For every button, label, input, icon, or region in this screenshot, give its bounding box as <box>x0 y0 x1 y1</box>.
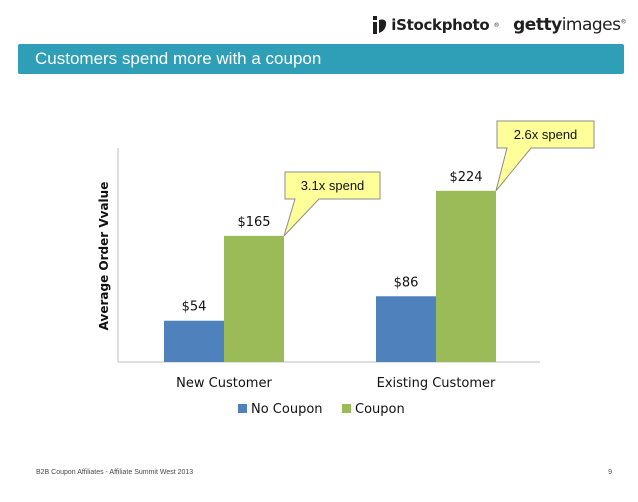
callouts-group: 3.1x spend 2.6x spend <box>283 120 595 237</box>
istockphoto-wordmark: iStockphoto <box>391 16 490 34</box>
data-label: $224 <box>449 170 482 185</box>
data-label: $54 <box>182 300 207 315</box>
footer-text: B2B Coupon Affiliates - Affiliate Summit… <box>36 469 194 476</box>
category-label: New Customer <box>176 376 272 391</box>
callout-bubble <box>495 120 595 192</box>
legend-swatch <box>342 404 351 413</box>
istock-mark-icon <box>373 16 387 34</box>
slide-title: Customers spend more with a coupon <box>35 49 322 68</box>
bar-no-coupon-1 <box>164 320 224 362</box>
gettyimages-logo: gettyimages® <box>513 15 626 35</box>
legend-label: No Coupon <box>251 402 323 417</box>
callout-bubble <box>283 171 381 237</box>
bar-coupon-1 <box>224 235 284 362</box>
bars-group: $54 $165 New Customer $86 $224 Existing Custo… <box>164 170 496 391</box>
legend-label: Coupon <box>355 402 405 417</box>
category-label: Existing Customer <box>377 376 496 391</box>
bar-coupon-2 <box>436 190 496 362</box>
data-label: $165 <box>237 215 270 230</box>
header-logos: iStockphoto ® gettyimages® <box>373 10 626 40</box>
bar-no-coupon-2 <box>376 296 436 362</box>
legend: No Coupon Coupon <box>238 402 405 417</box>
title-bar: Customers spend more with a coupon <box>18 44 624 74</box>
callout-text: 2.6x spend <box>514 127 578 142</box>
y-axis-title: Average Order Vvalue <box>97 182 111 331</box>
legend-swatch <box>238 404 247 413</box>
data-label: $86 <box>394 275 419 290</box>
page-number: 9 <box>608 469 612 476</box>
istockphoto-logo: iStockphoto ® <box>373 16 499 34</box>
callout-text: 3.1x spend <box>301 178 365 193</box>
